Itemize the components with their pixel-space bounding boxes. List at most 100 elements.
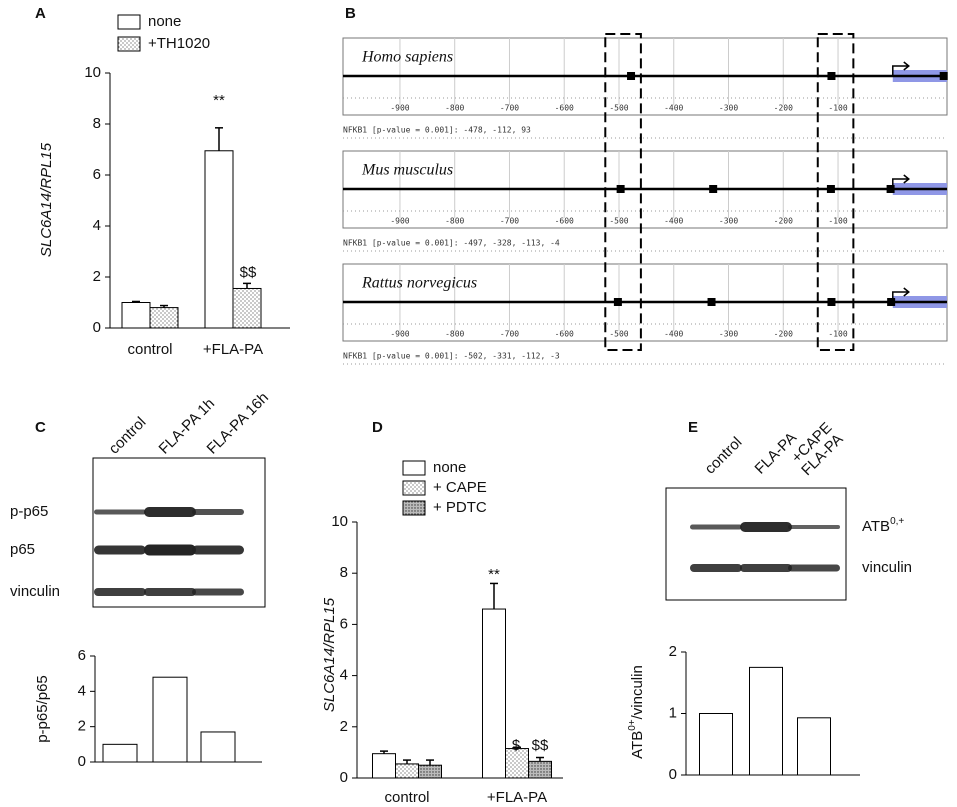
blot-band [94,588,146,596]
x-tick-label: -700 [500,104,519,113]
x-tick-label: -500 [609,330,628,339]
blot-band [144,507,196,517]
x-tick-label: -400 [664,104,683,113]
label-part: 0+ [627,719,638,731]
panel-letter: A [35,5,46,22]
legend-swatch [402,500,426,516]
binding-site [613,298,622,306]
x-tick-label: -500 [609,104,628,113]
annotation: $$ [532,737,549,754]
y-tick-label: 10 [331,513,348,530]
lane-label-line: control [702,434,746,478]
lane-label: control [106,414,150,458]
band-label: p-p65 [10,503,48,520]
blot-band [144,588,196,596]
legend-swatch [402,460,426,476]
x-tick-label: -300 [719,104,738,113]
binding-site [616,185,625,193]
label-part: ATB [862,518,890,535]
x-tick-label: -600 [555,217,574,226]
binding-site [709,185,718,193]
legend-label: +TH1020 [148,35,210,52]
bar [395,763,419,779]
x-tick-label: -500 [609,217,628,226]
y-tick-label: 4 [93,217,101,234]
bar [528,760,552,779]
y-tick-label: 6 [78,647,86,664]
x-tick-label: -700 [500,330,519,339]
x-tick-label: -800 [445,217,464,226]
band-label: vinculin [862,559,912,576]
site-caption: NFKB1 [p-value = 0.001]: -502, -331, -11… [343,352,560,361]
panel-letter: C [35,419,46,436]
bar [418,764,442,779]
y-tick-label: 0 [669,766,677,783]
x-tick-label: -100 [828,330,847,339]
blot-frame [665,487,847,601]
x-tick-label: -200 [774,217,793,226]
bar [372,753,396,779]
y-axis-label: SLC6A14/RPL15 [38,142,55,257]
lane-label: FLA-PA 16h [204,389,272,457]
y-tick-label: 4 [78,682,86,699]
x-tick-label: control [384,789,429,806]
x-tick-label: -900 [390,217,409,226]
x-tick-label: +FLA-PA [203,341,263,358]
label-part: p-p65/p65 [34,675,51,743]
blot-band [94,509,146,515]
x-tick-label: -200 [774,104,793,113]
conserved-box [816,33,855,351]
x-tick-label: -100 [828,217,847,226]
blot-band [788,564,840,572]
bar [102,743,138,763]
annotation: $ [512,737,521,754]
x-tick-label: -300 [719,330,738,339]
blot-band [144,544,196,556]
blot-band [192,545,244,555]
lane-label: FLA-PA+CAPE [788,419,846,479]
y-tick-label: 8 [93,115,101,132]
legend-swatch [117,36,141,52]
y-tick-label: 2 [340,718,348,735]
y-axis-label: ATB0+/vinculin [627,665,646,759]
site-caption: NFKB1 [p-value = 0.001]: -478, -112, 93 [343,126,531,135]
bar [204,150,234,329]
bar [152,676,188,763]
label-part: 0,+ [890,516,904,527]
y-axis-label: SLC6A14/RPL15 [321,597,338,712]
x-tick-label: +FLA-PA [487,789,547,806]
blot-band [740,564,792,572]
x-tick-label: -600 [555,104,574,113]
label-part: /vinculin [629,665,646,719]
binding-site [827,72,836,80]
blot-band [690,524,742,530]
species-name: Homo sapiens [361,49,453,66]
y-tick-label: 2 [669,643,677,660]
label-part: SLC6A14/RPL15 [321,597,338,712]
label-part: p-p65 [10,503,48,520]
label-part: vinculin [862,559,912,576]
x-tick-label: -700 [500,217,519,226]
y-tick-label: 6 [93,166,101,183]
x-tick-label: -800 [445,330,464,339]
lane-label-line: FLA-PA 16h [204,389,272,457]
x-tick-label: -300 [719,217,738,226]
y-tick-label: 10 [84,64,101,81]
blot-band [740,522,792,532]
legend-swatch [117,14,141,30]
x-tick-label: -800 [445,104,464,113]
bar [149,307,179,329]
blot-frame [92,457,266,608]
species-name: Rattus norvegicus [361,275,477,292]
lane-label: control [702,434,746,478]
bar [797,717,831,776]
y-axis-label: p-p65/p65 [34,675,51,743]
band-label: p65 [10,541,35,558]
x-tick-label: control [127,341,172,358]
x-tick-label: -200 [774,330,793,339]
y-tick-label: 0 [340,769,348,786]
binding-site [826,185,835,193]
y-tick-label: 8 [340,564,348,581]
legend-label: none [148,13,181,30]
